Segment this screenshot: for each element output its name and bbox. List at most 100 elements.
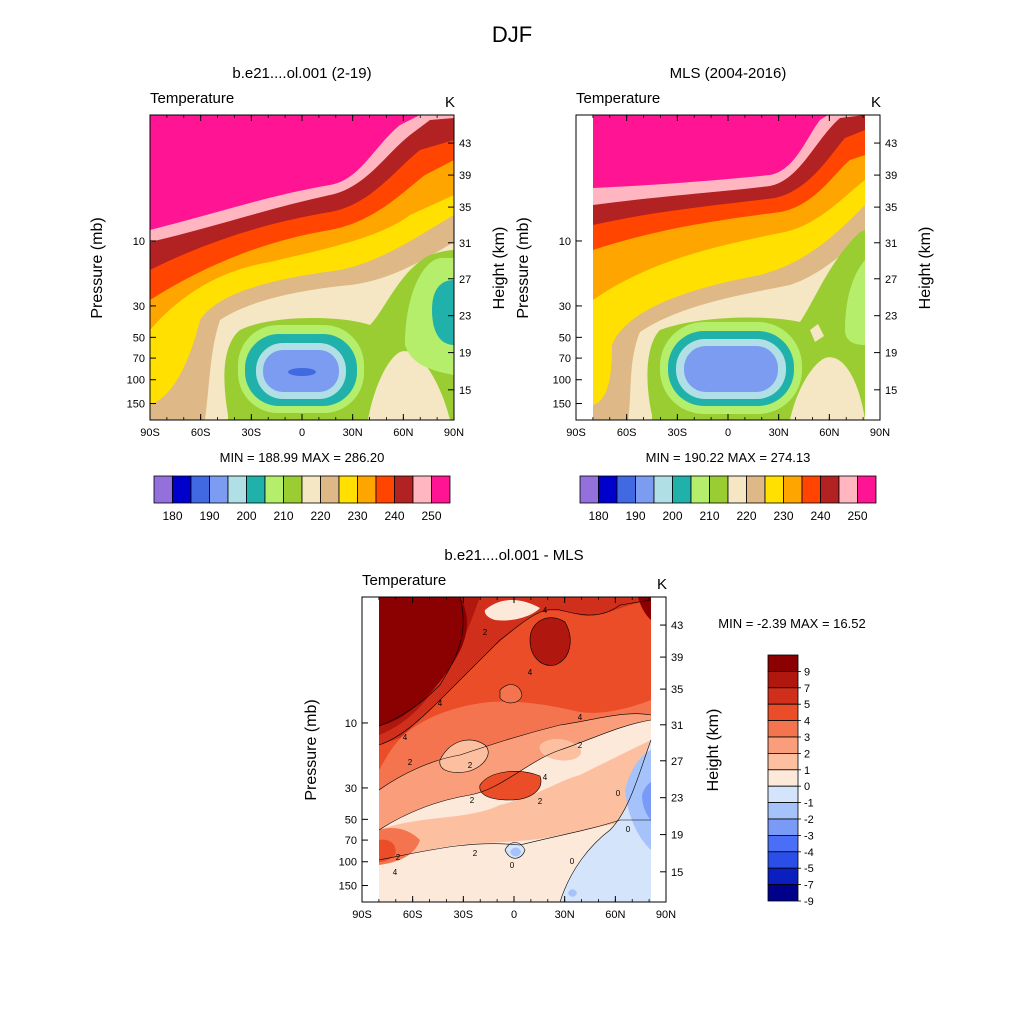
- contour-label: 0: [626, 825, 631, 834]
- x-tick-label: 0: [725, 427, 731, 439]
- colorbar-swatch: [394, 475, 414, 504]
- x-tick-label: 90S: [140, 427, 160, 439]
- colorbar-swatch: [227, 475, 247, 504]
- panel-model-axes: 90S 60S 30S 0 30N 60N 90N 10 30 50 70 100 150 43 39 35 3…: [127, 115, 471, 439]
- colorbar-swatch: [767, 736, 799, 754]
- colorbar-swatch: [767, 654, 799, 672]
- panel-diff-ylabel-right: Height (km): [705, 709, 722, 792]
- x-tick-label: 60N: [393, 427, 413, 439]
- y-right-tick-label: 19: [885, 348, 897, 360]
- colorbar-swatch: [375, 475, 395, 504]
- colorbar-label: 240: [810, 509, 830, 523]
- colorbar-swatch: [820, 475, 840, 504]
- colorbar-swatch: [690, 475, 710, 504]
- colorbar-swatch: [767, 703, 799, 722]
- contour-label: 2: [408, 758, 413, 767]
- y-tick-label: 50: [345, 814, 357, 826]
- x-tick-label: 90N: [870, 427, 890, 439]
- y-right-tick-label: 43: [885, 138, 897, 150]
- x-tick-label: 0: [299, 427, 305, 439]
- colorbar-swatch: [616, 475, 636, 504]
- contour-label: 2: [470, 796, 475, 805]
- colorbar-label: 220: [310, 509, 330, 523]
- y-tick-label: 100: [339, 857, 357, 869]
- y-tick-label: 30: [345, 783, 357, 795]
- contour-line: [378, 597, 464, 727]
- colorbar-label: 250: [421, 509, 441, 523]
- colorbar-swatch: [801, 475, 821, 504]
- panel-diff: b.e21....ol.001 - MLS Temperature K: [303, 547, 866, 921]
- colorbar-label: 1: [804, 765, 810, 777]
- fill-band: [379, 597, 467, 726]
- panel-model-minmax: MIN = 188.99 MAX = 286.20: [220, 450, 385, 465]
- y-right-tick-label: 15: [885, 385, 897, 397]
- colorbar-swatch: [767, 720, 799, 738]
- contour-label: 4: [543, 773, 548, 782]
- colorbar-label: 220: [736, 509, 756, 523]
- y-tick-label: 150: [339, 881, 357, 893]
- contour-label: 0: [570, 857, 575, 866]
- colorbar-swatch: [338, 475, 358, 504]
- x-tick-label: 60S: [403, 909, 423, 921]
- contour-line: [378, 713, 652, 791]
- x-tick-label: 60N: [819, 427, 839, 439]
- colorbar-swatch: [709, 475, 729, 504]
- fill-band: [625, 750, 651, 850]
- contour-line: [378, 719, 652, 831]
- colorbar-swatch: [579, 475, 599, 504]
- colorbar-label: -5: [804, 863, 814, 875]
- contour-line: [378, 599, 652, 746]
- colorbar-label: 230: [773, 509, 793, 523]
- colorbar-swatch: [412, 475, 432, 504]
- x-tick-label: 30N: [343, 427, 363, 439]
- panel-model-units: K: [445, 94, 455, 111]
- colorbar-swatch: [767, 851, 799, 869]
- contour-label: 4: [438, 699, 443, 708]
- colorbar-swatch: [357, 475, 377, 504]
- colorbar-swatch: [283, 475, 303, 504]
- y-right-tick-label: 31: [671, 720, 683, 732]
- colorbar-swatch: [172, 475, 192, 504]
- panel-obs-variable: Temperature: [576, 90, 660, 107]
- contour-label: 2: [538, 797, 543, 806]
- colorbar-swatch: [727, 475, 747, 504]
- y-right-tick-label: 35: [671, 684, 683, 696]
- colorbar-swatch: [598, 475, 618, 504]
- panel-diff-line-labels: 2 2 2 4 4 4 4 4 2 2 2 2 4 2 0 0 0 0 4: [393, 606, 631, 877]
- x-tick-label: 30S: [668, 427, 688, 439]
- colorbar-label: 190: [625, 509, 645, 523]
- colorbar-swatch: [767, 818, 799, 836]
- x-tick-label: 60N: [605, 909, 625, 921]
- y-tick-label: 150: [553, 399, 571, 411]
- colorbar-label: -9: [804, 896, 814, 908]
- y-tick-label: 10: [133, 236, 145, 248]
- colorbar-label: 200: [236, 509, 256, 523]
- fill-band: [510, 847, 521, 857]
- colorbar-swatch: [767, 884, 799, 902]
- colorbar-swatch: [209, 475, 229, 504]
- y-right-tick-label: 23: [671, 793, 683, 805]
- colorbar-label: -2: [804, 814, 814, 826]
- fill-band: [568, 889, 577, 897]
- colorbar-swatch: [301, 475, 321, 504]
- panel-obs-field: [576, 115, 880, 420]
- colorbar-label: 210: [699, 509, 719, 523]
- contour-label: 2: [578, 741, 583, 750]
- contour-label: 2: [483, 628, 488, 637]
- y-right-tick-label: 19: [671, 830, 683, 842]
- panel-diff-field: [362, 597, 666, 902]
- panel-diff-minmax: MIN = -2.39 MAX = 16.52: [718, 616, 865, 631]
- contour-line: [504, 842, 526, 859]
- panel-obs-minmax: MIN = 190.22 MAX = 274.13: [646, 450, 811, 465]
- x-tick-label: 30S: [242, 427, 262, 439]
- y-right-tick-label: 27: [459, 274, 471, 286]
- fill-band: [560, 740, 651, 902]
- panel-diff-ylabel: Pressure (mb): [303, 699, 320, 800]
- contour-label: 0: [616, 789, 621, 798]
- panel-diff-colorbar: 9 7 5 4 3 2 1 0 -1 -2 -3 -4 -5 -7 -9: [767, 654, 814, 908]
- colorbar-label: -4: [804, 847, 814, 859]
- contour-label: 4: [543, 606, 548, 615]
- x-tick-label: 60S: [617, 427, 637, 439]
- y-tick-label: 100: [127, 375, 145, 387]
- colorbar-swatch: [857, 475, 877, 504]
